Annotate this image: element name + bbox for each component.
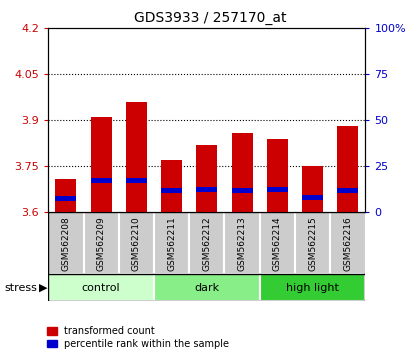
- Bar: [330, 212, 365, 274]
- Bar: [91, 117, 112, 212]
- Text: ▶: ▶: [39, 282, 47, 293]
- Text: GSM562215: GSM562215: [308, 216, 317, 271]
- Text: dark: dark: [194, 282, 219, 293]
- Bar: [91, 178, 112, 183]
- Bar: [267, 187, 288, 192]
- Bar: [302, 195, 323, 200]
- Bar: [302, 166, 323, 212]
- Bar: [224, 212, 260, 274]
- Bar: [55, 196, 76, 201]
- Bar: [154, 212, 189, 274]
- Text: control: control: [82, 282, 121, 293]
- Bar: [189, 212, 224, 274]
- Bar: [196, 145, 218, 212]
- Text: GDS3933 / 257170_at: GDS3933 / 257170_at: [134, 11, 286, 25]
- Text: GSM562213: GSM562213: [238, 216, 247, 271]
- Bar: [154, 274, 260, 301]
- Bar: [126, 102, 147, 212]
- Text: stress: stress: [4, 282, 37, 293]
- Text: GSM562212: GSM562212: [202, 216, 211, 271]
- Bar: [231, 188, 253, 193]
- Bar: [260, 274, 365, 301]
- Text: GSM562208: GSM562208: [61, 216, 71, 271]
- Bar: [337, 126, 358, 212]
- Bar: [267, 139, 288, 212]
- Text: high light: high light: [286, 282, 339, 293]
- Bar: [161, 188, 182, 193]
- Bar: [295, 212, 330, 274]
- Text: GSM562211: GSM562211: [167, 216, 176, 271]
- Bar: [48, 212, 84, 274]
- Bar: [196, 187, 218, 192]
- Bar: [84, 212, 119, 274]
- Bar: [161, 160, 182, 212]
- Bar: [55, 179, 76, 212]
- Bar: [126, 178, 147, 183]
- Text: GSM562210: GSM562210: [132, 216, 141, 271]
- Bar: [260, 212, 295, 274]
- Text: GSM562214: GSM562214: [273, 216, 282, 271]
- Bar: [231, 133, 253, 212]
- Bar: [337, 188, 358, 193]
- Bar: [48, 274, 154, 301]
- Bar: [119, 212, 154, 274]
- Text: GSM562209: GSM562209: [97, 216, 106, 271]
- Text: GSM562216: GSM562216: [343, 216, 352, 271]
- Legend: transformed count, percentile rank within the sample: transformed count, percentile rank withi…: [47, 326, 229, 349]
